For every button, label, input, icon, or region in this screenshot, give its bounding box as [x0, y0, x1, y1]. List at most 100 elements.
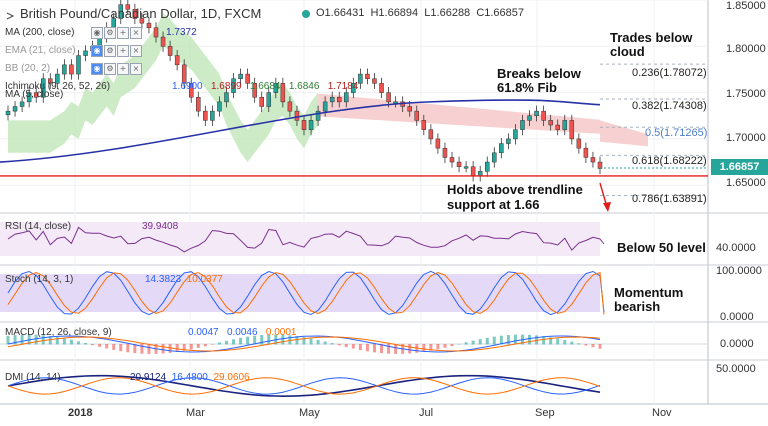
fib-label: 0.382(1.74308) — [632, 100, 707, 112]
macd-histogram-bar — [98, 344, 102, 347]
candle-body — [238, 73, 243, 79]
macd-histogram-bar — [528, 334, 532, 345]
macd-histogram-bar — [542, 336, 546, 345]
macd-histogram-bar — [126, 344, 130, 353]
close-value: C1.66857 — [476, 7, 525, 19]
time-label: Mar — [186, 407, 205, 419]
candle-body — [118, 4, 124, 19]
macd-histogram-bar — [492, 336, 496, 345]
dmi-plus-line — [7, 377, 601, 395]
macd-histogram-bar — [69, 339, 73, 345]
close-icon[interactable]: × — [130, 27, 142, 39]
macd-histogram-bar — [422, 344, 426, 352]
annotation-trades-below-cloud: Trades below cloud — [610, 30, 693, 59]
visibility-off-icon[interactable]: ◉ — [91, 63, 103, 75]
candle-body — [322, 101, 328, 112]
macd-histogram-bar — [239, 337, 243, 345]
macd-histogram-bar — [91, 344, 95, 346]
rsi-value: 39.9408 — [142, 221, 179, 232]
price-tick: 1.65000 — [726, 177, 766, 189]
stoch-k-line — [7, 270, 605, 316]
candle-body — [428, 129, 434, 140]
macd-histogram-bar — [351, 344, 355, 349]
stoch-tick: 0.0000 — [720, 311, 754, 323]
bb-legend[interactable]: BB (20, 2) — [5, 63, 51, 74]
close-icon[interactable]: × — [130, 45, 142, 57]
macd-histogram-bar — [41, 335, 45, 345]
add-icon[interactable]: + — [117, 63, 129, 75]
macd-histogram-bar — [450, 344, 454, 347]
settings-icon[interactable]: ⚙ — [104, 63, 116, 75]
macd-histogram-bar — [62, 338, 66, 345]
fib-label: 0.236(1.78072) — [632, 67, 707, 79]
candle-body — [196, 96, 201, 112]
candle-body — [513, 129, 518, 140]
candle-body — [456, 161, 462, 167]
visibility-off-icon[interactable]: ◉ — [91, 45, 103, 57]
dmi-tick: 50.0000 — [716, 363, 756, 375]
candle-body — [55, 73, 60, 84]
ma200-legend[interactable]: MA (200, close) 1.7372 — [5, 27, 197, 38]
candle-body — [210, 110, 215, 121]
macd-histogram-bar — [48, 336, 52, 345]
candle-body — [590, 157, 596, 163]
candle-body — [365, 73, 370, 79]
macd-histogram-bar — [140, 344, 144, 354]
candle-body — [301, 120, 307, 130]
price-tick: 1.85000 — [726, 0, 766, 12]
candle-body — [125, 4, 131, 10]
macd-histogram-bar — [563, 340, 567, 345]
close-icon[interactable]: × — [130, 63, 142, 75]
macd-histogram-bar — [408, 344, 412, 354]
macd-histogram-bar — [112, 344, 116, 350]
candle-body — [315, 110, 321, 121]
candle-body — [576, 138, 582, 149]
candle-body — [153, 27, 159, 38]
annotation-momentum: Momentum bearish — [614, 285, 684, 314]
macd-histogram-bar — [337, 344, 341, 346]
macd-histogram-bar — [224, 340, 228, 345]
collapse-icon[interactable] — [5, 8, 15, 20]
macd-legend[interactable]: MACD (12, 26, close, 9) — [5, 327, 112, 338]
candle-body — [379, 83, 384, 93]
macd-histogram-bar — [429, 344, 433, 351]
price-tick: 1.75000 — [726, 88, 766, 100]
candle-body — [484, 161, 490, 172]
visibility-icon[interactable]: ◉ — [91, 27, 103, 39]
rsi-legend[interactable]: RSI (14, close) — [5, 221, 72, 232]
dmi-legend[interactable]: DMI (14, 14) — [5, 372, 61, 383]
macd-histogram-bar — [246, 336, 250, 345]
macd-histogram-bar — [485, 337, 489, 345]
macd-histogram-bar — [591, 344, 595, 348]
ema21-legend[interactable]: EMA (21, close) — [5, 45, 76, 56]
dmi-adx-line — [7, 374, 601, 398]
candle-body — [421, 120, 427, 130]
candle-body — [470, 166, 476, 177]
add-icon[interactable]: + — [117, 45, 129, 57]
candle-body — [435, 138, 441, 149]
candle-body — [146, 22, 152, 29]
candle-body — [132, 9, 138, 19]
candle-body — [231, 78, 236, 93]
ichimoku-legend[interactable]: Ichimoku (9, 26, 52, 26) — [5, 81, 111, 92]
macd-histogram-bar — [457, 343, 461, 345]
stoch-legend[interactable]: Stoch (14, 3, 1) — [5, 274, 74, 285]
candle-body — [280, 83, 286, 103]
macd-histogram-bar — [34, 334, 38, 345]
settings-icon[interactable]: ⚙ — [104, 45, 116, 57]
add-icon[interactable]: + — [117, 27, 129, 39]
macd-histogram-bar — [6, 335, 10, 345]
candle-body — [266, 92, 272, 107]
stoch-values: 14.3823 10.0377 — [145, 274, 223, 285]
ma5-legend[interactable]: MA (5, close) — [5, 89, 64, 100]
macd-histogram-bar — [499, 335, 503, 345]
macd-histogram-bar — [105, 344, 109, 349]
candle-body — [224, 92, 229, 103]
dmi-minus-line — [7, 377, 601, 395]
macd-histogram-bar — [309, 338, 313, 345]
macd-histogram-bar — [556, 338, 560, 345]
macd-line — [7, 335, 601, 353]
settings-icon[interactable]: ⚙ — [104, 27, 116, 39]
macd-histogram-bar — [316, 339, 320, 345]
